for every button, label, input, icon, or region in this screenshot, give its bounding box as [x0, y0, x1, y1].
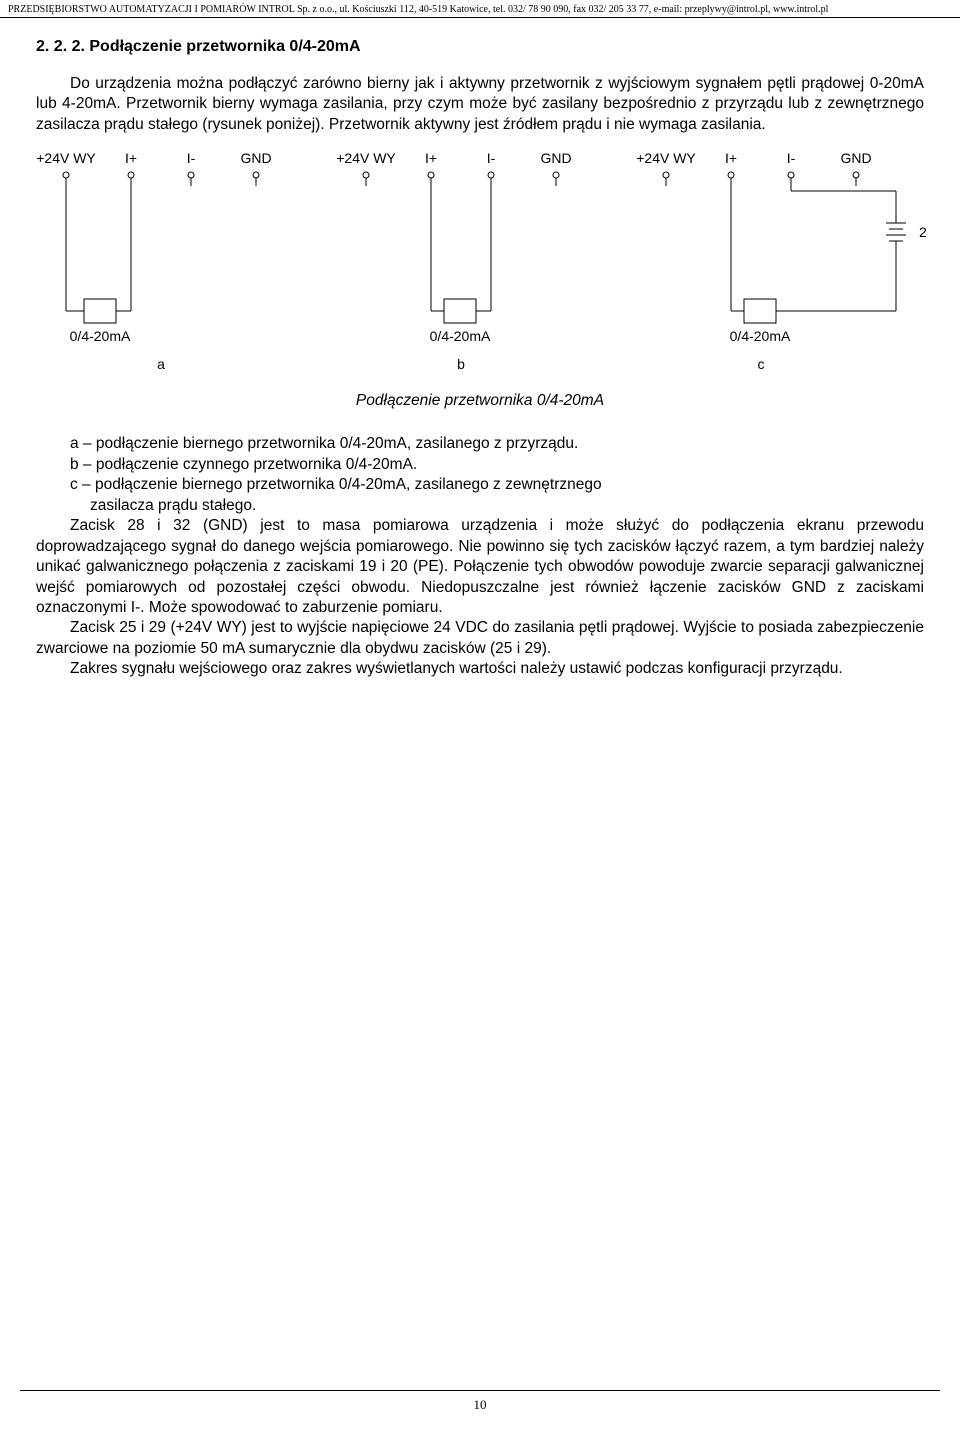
paragraph-1: Do urządzenia można podłączyć zarówno bi… — [36, 74, 924, 135]
svg-text:I+: I+ — [425, 151, 437, 166]
svg-text:I+: I+ — [125, 151, 137, 166]
svg-text:+24V WY: +24V WY — [36, 151, 96, 166]
wiring-diagram: +24V WY I+ I- GND 0/4-20mA — [36, 151, 924, 386]
page-footer: 10 — [0, 1390, 960, 1413]
panel-a: +24V WY I+ I- GND 0/4-20mA — [36, 151, 271, 372]
header-text: PRZEDSIĘBIORSTWO AUTOMATYZACJI I POMIARÓ… — [8, 4, 828, 15]
page-header: PRZEDSIĘBIORSTWO AUTOMATYZACJI I POMIARÓ… — [0, 0, 960, 18]
svg-text:0/4-20mA: 0/4-20mA — [430, 328, 491, 344]
page-content: 2. 2. 2. Podłączenie przetwornika 0/4-20… — [0, 18, 960, 680]
list-item-a: a – podłączenie biernego przetwornika 0/… — [36, 434, 924, 454]
diagram-caption: Podłączenie przetwornika 0/4-20mA — [36, 392, 924, 410]
svg-text:a: a — [157, 356, 165, 372]
list-item-c: c – podłączenie biernego przetwornika 0/… — [36, 475, 924, 495]
svg-text:GND: GND — [240, 151, 271, 166]
list-item-b: b – podłączenie czynnego przetwornika 0/… — [36, 455, 924, 475]
svg-text:0/4-20mA: 0/4-20mA — [70, 328, 131, 344]
paragraph-3: Zacisk 25 i 29 (+24V WY) jest to wyjście… — [36, 618, 924, 659]
paragraph-4: Zakres sygnału wejściowego oraz zakres w… — [36, 659, 924, 679]
svg-text:GND: GND — [840, 151, 871, 166]
diagram-svg: +24V WY I+ I- GND 0/4-20mA — [36, 151, 926, 381]
svg-text:24V: 24V — [919, 224, 926, 240]
svg-text:+24V WY: +24V WY — [336, 151, 396, 166]
svg-text:I-: I- — [787, 151, 796, 166]
paragraph-2: Zacisk 28 i 32 (GND) jest to masa pomiar… — [36, 516, 924, 618]
section-title: 2. 2. 2. Podłączenie przetwornika 0/4-20… — [36, 38, 924, 56]
svg-text:I-: I- — [187, 151, 196, 166]
svg-text:c: c — [758, 356, 765, 372]
svg-text:I-: I- — [487, 151, 496, 166]
list-item-c-cont: zasilacza prądu stałego. — [36, 496, 924, 516]
svg-text:GND: GND — [540, 151, 571, 166]
svg-text:I+: I+ — [725, 151, 737, 166]
panel-c: +24V WY I+ I- GND 24V — [636, 151, 926, 372]
svg-text:+24V WY: +24V WY — [636, 151, 696, 166]
svg-text:b: b — [457, 356, 465, 372]
panel-b: +24V WY I+ I- GND 0/4-20mA b — [336, 151, 571, 372]
svg-text:0/4-20mA: 0/4-20mA — [730, 328, 791, 344]
page-number: 10 — [474, 1397, 487, 1412]
